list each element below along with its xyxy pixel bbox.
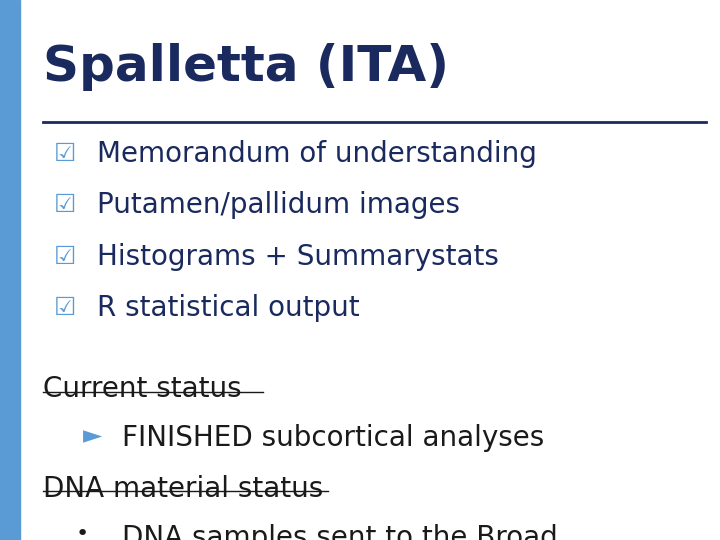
Text: FINISHED subcortical analyses: FINISHED subcortical analyses — [122, 424, 544, 452]
Bar — [0, 0, 20, 540]
Text: DNA material status: DNA material status — [43, 475, 323, 503]
Text: ☑: ☑ — [53, 142, 76, 166]
Text: Putamen/pallidum images: Putamen/pallidum images — [97, 191, 460, 219]
Text: Spalletta (ITA): Spalletta (ITA) — [43, 43, 449, 91]
Text: Current status: Current status — [43, 375, 242, 403]
Text: R statistical output: R statistical output — [97, 294, 360, 322]
Text: DNA samples sent to the Broad: DNA samples sent to the Broad — [122, 524, 558, 540]
Text: Memorandum of understanding: Memorandum of understanding — [97, 140, 537, 168]
Text: ☑: ☑ — [53, 193, 76, 217]
Text: •: • — [76, 524, 89, 540]
Text: ☑: ☑ — [53, 296, 76, 320]
Text: ►: ► — [83, 424, 102, 448]
Text: Histograms + Summarystats: Histograms + Summarystats — [97, 242, 499, 271]
Text: ☑: ☑ — [53, 245, 76, 268]
